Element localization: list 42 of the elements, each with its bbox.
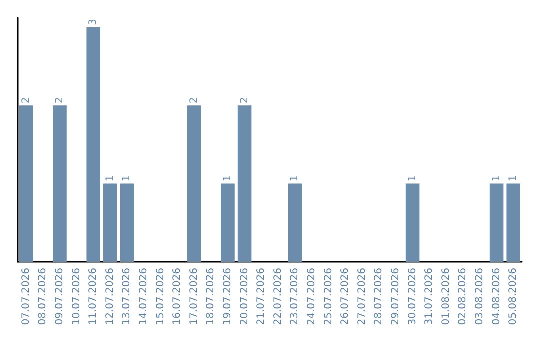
x-tick-label: 02.08.2026 [458,268,469,326]
x-tick-label: 27.07.2026 [356,268,368,326]
x-tick-label: 25.07.2026 [323,268,334,326]
x-tick-label: 30.07.2026 [407,268,418,326]
data-label: 2 [188,97,200,104]
x-tick-label: 24.07.2026 [306,268,318,326]
x-tick-label: 10.07.2026 [71,268,82,326]
x-tick-label: 19.07.2026 [222,268,234,326]
data-label: 3 [88,19,100,26]
data-label: 1 [104,175,116,182]
data-label: 1 [290,175,301,182]
x-tick-label: 05.08.2026 [508,268,520,326]
data-label: 1 [407,175,418,182]
x-tick-label: 21.07.2026 [256,268,268,326]
data-label: 2 [239,97,250,104]
x-tick-label: 13.07.2026 [122,268,133,326]
x-tick-label: 15.07.2026 [155,268,166,326]
x-tick-label: 31.07.2026 [424,268,436,326]
x-tick-label: 09.07.2026 [54,268,66,326]
x-tick-label: 26.07.2026 [340,268,352,326]
x-tick-label: 22.07.2026 [272,268,284,326]
data-label: 2 [54,97,66,104]
x-tick-label: 07.07.2026 [20,268,32,326]
x-tick-label: 04.08.2026 [491,268,502,326]
data-label: 1 [122,175,133,182]
x-tick-label: 18.07.2026 [206,268,217,326]
data-label: 2 [20,97,32,104]
x-tick-label: 08.07.2026 [38,268,49,326]
x-tick-label: 12.07.2026 [104,268,116,326]
x-tick-label: 14.07.2026 [138,268,150,326]
x-tick-label: 23.07.2026 [290,268,301,326]
x-tick-label: 17.07.2026 [188,268,200,326]
data-label: 1 [508,175,520,182]
x-tick-label: 11.07.2026 [88,268,100,326]
x-tick-label: 03.08.2026 [474,268,486,326]
x-tick-label: 01.08.2026 [440,268,452,326]
x-tick-label: 28.07.2026 [374,268,385,326]
data-label: 1 [491,175,502,182]
x-tick-label: 29.07.2026 [390,268,402,326]
x-tick-label: 20.07.2026 [239,268,250,326]
data-label: 1 [222,175,234,182]
x-tick-label: 16.07.2026 [172,268,184,326]
